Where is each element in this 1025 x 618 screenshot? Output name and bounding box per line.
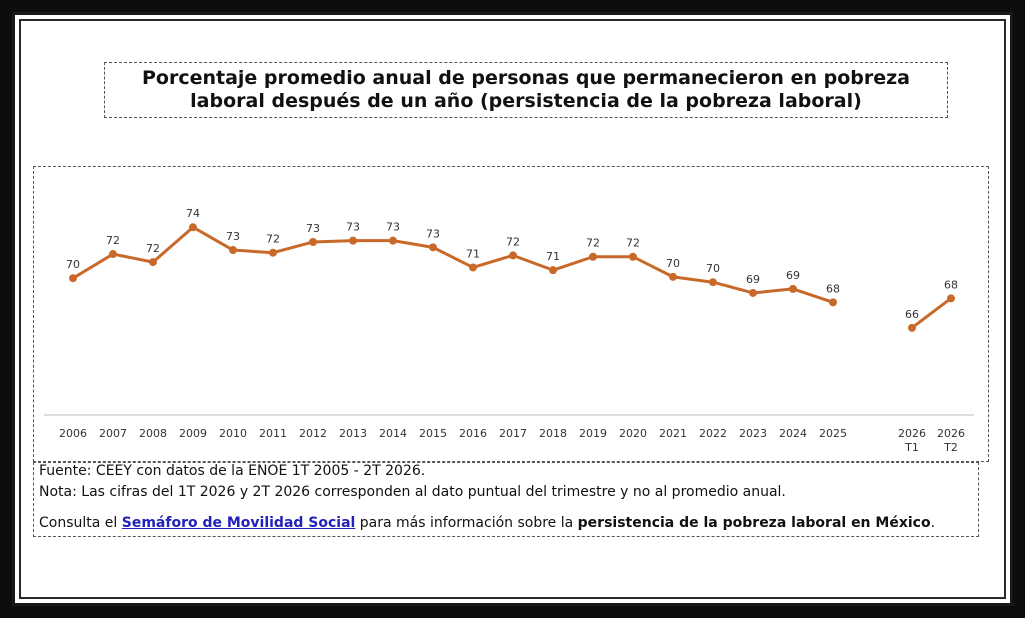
data-point: [469, 263, 477, 272]
data-point: [149, 258, 157, 267]
x-tick-label: 2008: [139, 427, 167, 440]
data-label: 71: [466, 247, 480, 260]
x-tick-label: 2014: [379, 427, 407, 440]
data-label: 72: [506, 235, 520, 248]
consult-note: Consulta el Semáforo de Movilidad Social…: [39, 515, 935, 531]
x-tick-label: 2007: [99, 427, 127, 440]
data-point: [269, 248, 277, 257]
data-point: [189, 223, 197, 232]
data-label: 70: [666, 257, 680, 270]
x-tick-label: 2017: [499, 427, 527, 440]
chart-area: 2006 2007 2008 2009 2010 2011 2012 2013 2014 2015…: [33, 166, 989, 462]
data-label: 73: [306, 222, 320, 235]
data-point: [229, 246, 237, 255]
x-tick-label: 2016: [459, 427, 487, 440]
x-tick-label: 2022: [699, 427, 727, 440]
x-tick-label: 2009: [179, 427, 207, 440]
consult-prefix: Consulta el: [39, 515, 118, 531]
consult-suffix: .: [930, 515, 936, 531]
data-label: 72: [106, 234, 120, 247]
x-tick-label: 2026 T1: [898, 427, 926, 454]
chart-title-line-1: Porcentaje promedio anual de personas qu…: [141, 67, 910, 89]
consult-middle: para más información sobre la: [359, 515, 574, 531]
x-tick-label: 2018: [539, 427, 567, 440]
data-point: [389, 236, 397, 245]
chart-title-box: Porcentaje promedio anual de personas qu…: [104, 62, 948, 118]
data-point: [629, 252, 637, 261]
x-tick-label: 2013: [339, 427, 367, 440]
data-point: [749, 288, 757, 297]
data-label: 72: [586, 237, 600, 250]
data-label: 72: [146, 242, 160, 255]
data-point: [309, 237, 317, 246]
data-label: 70: [706, 262, 720, 275]
source-note: Fuente: CEEY con datos de la ENOE 1T 200…: [39, 463, 426, 479]
line-chart: 2006 2007 2008 2009 2010 2011 2012 2013 2014 2015…: [44, 207, 974, 454]
data-label: 68: [826, 282, 840, 295]
data-point: [69, 274, 77, 283]
data-point: [829, 298, 837, 307]
data-point: [709, 278, 717, 287]
data-point: [429, 243, 437, 252]
data-label: 73: [426, 227, 440, 240]
x-tick-label: 2026 T2: [937, 427, 965, 454]
data-label: 73: [346, 221, 360, 234]
x-tick-label: 2019: [579, 427, 607, 440]
data-point: [109, 250, 117, 259]
data-point: [349, 236, 357, 245]
data-label: 71: [546, 250, 560, 263]
x-tick-label: 2012: [299, 427, 327, 440]
data-label: 68: [944, 278, 958, 291]
data-point: [908, 323, 916, 332]
data-point: [509, 251, 517, 260]
data-point: [549, 266, 557, 275]
data-point: [789, 284, 797, 293]
data-point: [669, 272, 677, 281]
x-tick-label: 2015: [419, 427, 447, 440]
chart-title-line-2: laboral después de un año (persistencia …: [190, 90, 862, 112]
data-label: 69: [786, 269, 800, 282]
x-tick-label: 2006: [59, 427, 87, 440]
x-tick-label: 2025: [819, 427, 847, 440]
data-label: 73: [226, 230, 240, 243]
notes-box: Fuente: CEEY con datos de la ENOE 1T 200…: [33, 462, 979, 537]
data-label: 73: [386, 221, 400, 234]
x-tick-label: 2011: [259, 427, 287, 440]
data-label: 72: [626, 237, 640, 250]
x-tick-label: 2020: [619, 427, 647, 440]
data-point: [589, 252, 597, 261]
series-line: [911, 297, 952, 330]
x-tick-label: 2010: [219, 427, 247, 440]
data-point: [947, 294, 955, 303]
x-tick-label: 2023: [739, 427, 767, 440]
inner-frame: [12, 12, 1013, 606]
semaforo-link[interactable]: Semáforo de Movilidad Social: [121, 515, 356, 531]
data-label: 70: [66, 258, 80, 271]
data-label: 74: [186, 207, 200, 220]
data-label: 72: [266, 233, 280, 246]
footnote: Nota: Las cifras del 1T 2026 y 2T 2026 c…: [39, 484, 786, 500]
data-label: 66: [905, 308, 919, 321]
x-tick-label: 2024: [779, 427, 807, 440]
series-line: [72, 225, 834, 304]
data-label: 69: [746, 273, 760, 286]
consult-bold-text: persistencia de la pobreza laboral en Mé…: [577, 515, 931, 531]
x-tick-label: 2021: [659, 427, 687, 440]
